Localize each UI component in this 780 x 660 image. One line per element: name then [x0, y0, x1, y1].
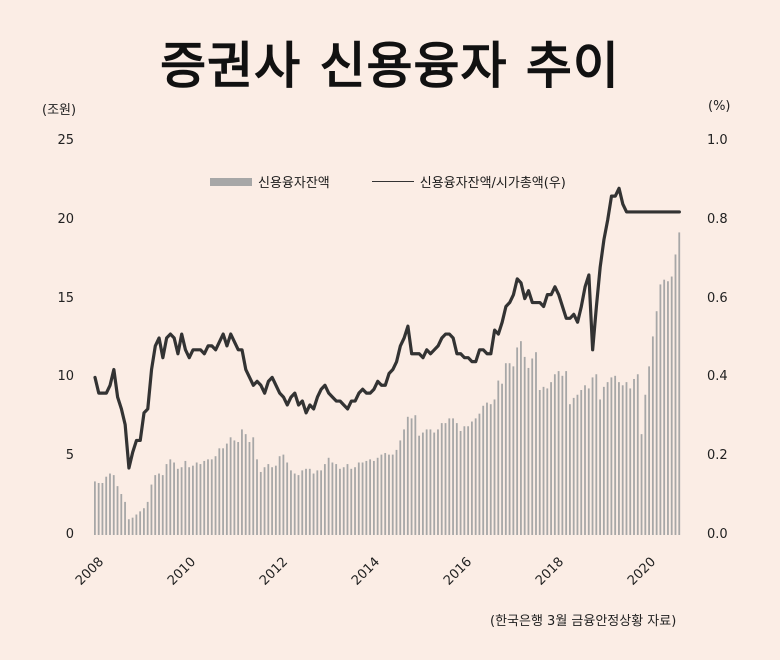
right-tick: 0.0: [707, 527, 728, 542]
left-tick: 15: [57, 291, 74, 306]
left-tick: 0: [65, 527, 74, 542]
right-tick: 0.4: [707, 369, 728, 384]
right-tick: 0.8: [707, 212, 728, 227]
right-tick: 0.6: [707, 291, 728, 306]
bar-series: [94, 232, 681, 535]
left-axis-unit: (조원): [42, 103, 77, 118]
line-legend-swatch: [371, 180, 414, 183]
bar-legend-label: 신용융자잔액: [258, 176, 330, 191]
right-tick: 1.0: [707, 133, 728, 148]
left-tick: 10: [57, 369, 74, 384]
bar-legend-swatch: [210, 177, 252, 186]
chart-title: 증권사 신용융자 추이: [160, 37, 620, 95]
right-tick: 0.2: [707, 448, 728, 463]
right-axis-unit: (%): [708, 99, 731, 114]
left-tick: 20: [57, 212, 74, 227]
left-tick: 5: [65, 448, 74, 463]
ratio-line: [93, 186, 681, 470]
line-legend-label: 신용융자잔액/시가총액(우): [419, 176, 566, 191]
chart-legend: 신용융자잔액 신용융자잔액/시가총액(우): [210, 172, 566, 191]
left-tick: 25: [57, 133, 74, 148]
source-note: (한국은행 3월 금융안정상황 자료): [490, 614, 677, 629]
